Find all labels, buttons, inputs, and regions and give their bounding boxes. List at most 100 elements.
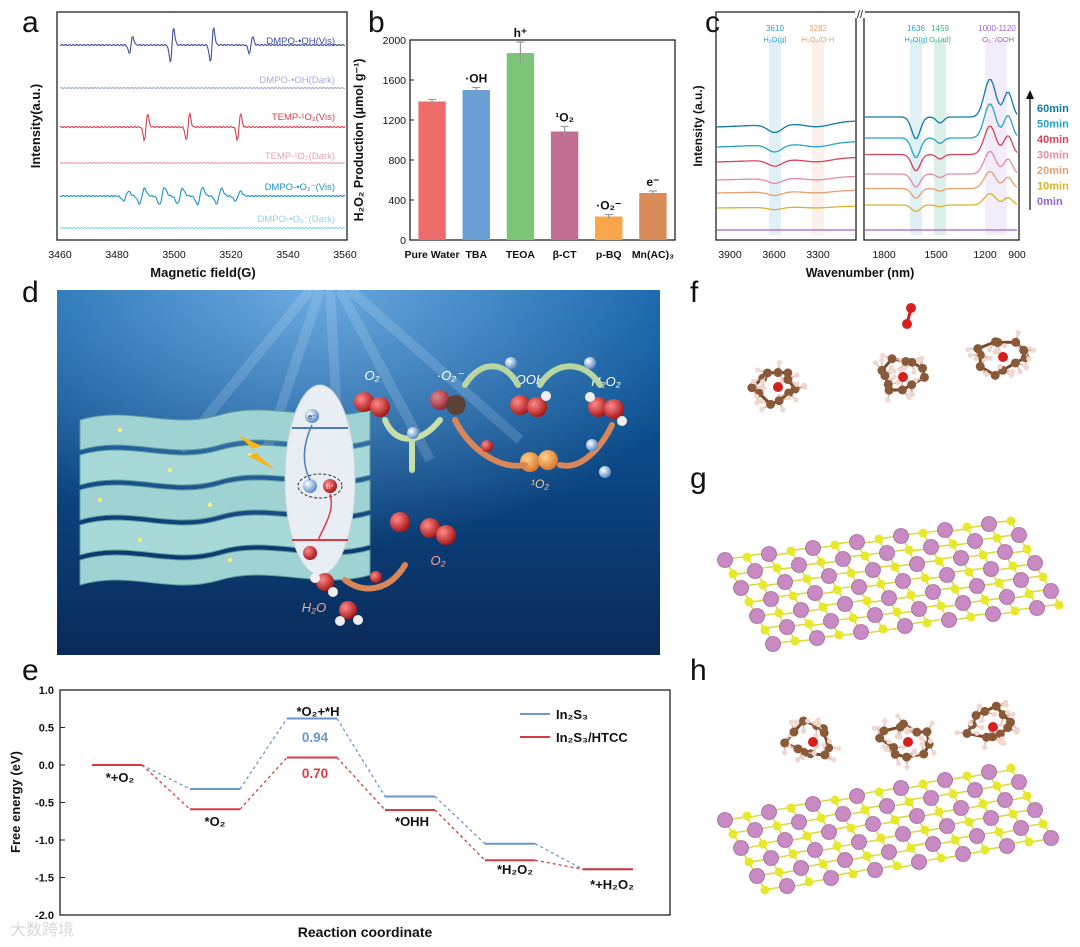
hydrogen-atom <box>802 384 808 390</box>
panel-letter-f: f <box>690 276 699 309</box>
hydrogen-atom <box>987 355 993 361</box>
hydrogen-atom <box>1017 369 1023 375</box>
panel-d: d e⁻ h⁺ <box>22 276 660 655</box>
oxygen-atom <box>808 737 818 747</box>
epr-xlabel: Magnetic field(G) <box>150 265 255 280</box>
hydrogen-atom <box>800 728 807 734</box>
hydrogen-atom <box>888 365 894 371</box>
ir-time-label: 60min <box>1037 103 1069 115</box>
indium-atom <box>999 589 1015 605</box>
sulfur-atom <box>832 585 842 595</box>
hydrogen-atom <box>872 360 879 366</box>
oxygen-atom <box>898 372 908 382</box>
indium-atom <box>837 852 853 868</box>
band-pos: 1636 <box>907 24 925 33</box>
ir-axis-break <box>855 8 865 18</box>
indium-atom <box>923 539 939 555</box>
bar-category-label: p-BQ <box>596 249 622 261</box>
indium-atom <box>851 579 867 595</box>
carbon-atom <box>774 396 784 406</box>
sulfur-atom <box>904 797 914 807</box>
hydrogen-atom <box>977 703 983 709</box>
carbon-atom <box>919 372 929 382</box>
sulfur-atom <box>860 551 870 561</box>
hydrogen-atom <box>979 718 985 724</box>
fe-frame <box>59 689 671 916</box>
sulfur-atom <box>936 601 946 611</box>
ir-trace-left <box>716 141 856 153</box>
indium-atom <box>733 840 749 856</box>
ir-band-3610 <box>769 40 781 235</box>
sulfur-atom <box>962 522 972 532</box>
indium-atom <box>853 624 869 640</box>
sulfur-atom <box>964 567 974 577</box>
hydrogen-atom <box>1002 343 1008 349</box>
epr-xtick: 3500 <box>162 249 186 261</box>
hydrogen-atom <box>811 750 817 756</box>
band-species: ·O₂⁻/OOH <box>980 35 1014 44</box>
hydrogen-atom <box>954 729 960 736</box>
in2s3-htcc-structure <box>717 763 1059 895</box>
indium-atom <box>923 790 939 806</box>
carbon-atom <box>780 738 790 748</box>
indium-atom <box>955 846 971 862</box>
band-species: O₂(ad) <box>929 35 952 44</box>
indium-atom <box>937 522 953 538</box>
indium-atom <box>777 832 793 848</box>
sulfur-atom <box>922 618 932 628</box>
hydrogen-atom <box>973 355 979 362</box>
panel-c: c // Intensity (a.u.) Wavenumber (nm) 39… <box>691 6 1069 280</box>
fe-ytick: -2.0 <box>35 910 54 922</box>
sulfur-atom <box>832 841 842 851</box>
ir-band-1459 <box>934 40 946 235</box>
panel-e: e Free energy (eV) Reaction coordinate 1… <box>8 654 671 940</box>
hydrogen-atom <box>896 366 903 372</box>
ir-frame-left <box>715 11 857 241</box>
hydrogen-atom <box>758 398 764 404</box>
ooh-molecule <box>510 391 551 417</box>
indium-atom <box>791 557 807 573</box>
hydrogen-atom <box>879 352 886 359</box>
bar <box>550 131 579 240</box>
sulfur-atom <box>948 539 958 549</box>
indium-atom <box>895 826 911 842</box>
panel-letter-g: g <box>690 462 707 495</box>
indium-atom <box>749 868 765 884</box>
sulfur-atom <box>918 528 928 538</box>
sulfur-atom <box>920 573 930 583</box>
hydrogen-atom <box>1022 362 1028 368</box>
carbon-atom <box>766 399 776 409</box>
panel-letter-h: h <box>690 654 707 687</box>
fe-ylabel: Free energy (eV) <box>8 751 23 853</box>
ir-xtick: 3600 <box>762 249 786 261</box>
ir-trace-left <box>717 205 856 211</box>
bar-annotation: e⁻ <box>646 175 659 189</box>
indium-atom <box>761 546 777 562</box>
epr-xtick: 3460 <box>48 249 72 261</box>
carbon-atom <box>973 344 983 354</box>
fe-ytick: 0.0 <box>39 760 54 772</box>
ir-trace-left <box>717 189 855 197</box>
indium-atom <box>879 545 895 561</box>
indium-atom <box>997 544 1013 560</box>
ir-xlabel: Wavenumber (nm) <box>806 266 915 280</box>
ir-trace-right <box>865 193 1018 213</box>
sulfur-atom <box>818 859 828 869</box>
ir-xtick: 1500 <box>924 249 948 261</box>
hydrogen-atom <box>793 719 799 725</box>
carbon-atom <box>980 706 990 716</box>
carbon-atom <box>762 368 772 378</box>
hydrogen-atom <box>992 349 998 355</box>
sulfur-atom <box>1024 837 1034 847</box>
hole-icon <box>323 479 337 493</box>
relaxation-arrow <box>317 493 332 541</box>
sulfur-atom <box>892 607 902 617</box>
carbon-atom <box>898 719 908 729</box>
legend-in2s3: In₂S₃ <box>556 707 588 722</box>
indium-atom <box>985 606 1001 622</box>
ir-trace-right <box>865 103 1018 158</box>
sulfur-atom <box>920 825 930 835</box>
sulfur-atom <box>816 557 826 567</box>
hydrogen-atom <box>974 730 980 736</box>
sulfur-atom <box>1038 572 1048 582</box>
